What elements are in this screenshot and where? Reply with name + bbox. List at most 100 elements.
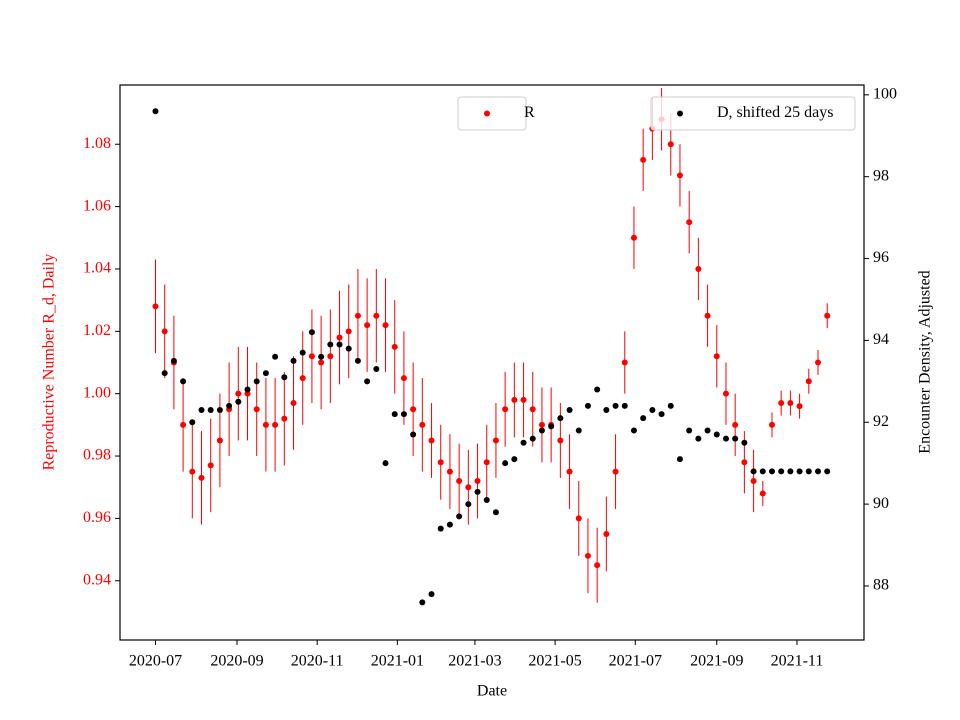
point (262, 421, 269, 428)
point (189, 419, 196, 426)
point (253, 378, 260, 385)
point (502, 460, 509, 467)
point (640, 156, 647, 163)
point (796, 468, 803, 475)
point (824, 312, 831, 319)
point (235, 390, 242, 397)
x-tick-label: 2020-11 (291, 653, 344, 670)
point (345, 328, 352, 335)
point (658, 411, 665, 418)
point (612, 402, 619, 409)
point (594, 386, 601, 393)
point (474, 488, 481, 495)
legend-box (457, 96, 527, 131)
point (511, 396, 518, 403)
point (584, 552, 591, 559)
point (382, 322, 389, 329)
x-tick-label: 2020-07 (129, 653, 182, 670)
point (520, 439, 527, 446)
y-tick-label: 1.08 (83, 135, 111, 152)
legend-marker (484, 110, 490, 117)
point (446, 521, 453, 528)
point (327, 353, 334, 360)
point (511, 456, 518, 463)
point (465, 501, 472, 508)
point (474, 477, 481, 484)
point (198, 406, 205, 413)
point (272, 353, 279, 360)
point (327, 341, 334, 348)
legend-marker (677, 110, 683, 117)
point (722, 435, 729, 442)
x-axis-label: Date (477, 683, 507, 700)
x-tick-label: 2021-09 (690, 653, 743, 670)
point (566, 406, 573, 413)
point (281, 415, 288, 422)
point (290, 400, 297, 407)
point (768, 421, 775, 428)
legend-label: R (524, 104, 535, 121)
y2-tick-label: 94 (873, 331, 889, 348)
point (170, 357, 177, 364)
y2-tick-label: 98 (873, 167, 889, 184)
point (364, 322, 371, 329)
point (373, 312, 380, 319)
point (354, 312, 361, 319)
point (446, 468, 453, 475)
y-tick-label: 1.00 (83, 384, 111, 401)
y2-tick-label: 88 (873, 577, 889, 594)
point (198, 474, 205, 481)
point (244, 386, 251, 393)
point (584, 402, 591, 409)
y-tick-label: 1.04 (83, 260, 111, 277)
point (621, 359, 628, 366)
point (529, 435, 536, 442)
point (594, 562, 601, 569)
point (391, 411, 398, 418)
point (759, 468, 766, 475)
point (750, 477, 757, 484)
point (805, 378, 812, 385)
point (253, 406, 260, 413)
point (354, 357, 361, 364)
point (180, 378, 187, 385)
y-tick-label: 1.06 (83, 197, 111, 214)
point (778, 400, 785, 407)
point (290, 357, 297, 364)
point (502, 406, 509, 413)
point (787, 468, 794, 475)
point (483, 497, 490, 504)
x-tick-label: 2021-05 (528, 653, 581, 670)
plot-frame (119, 84, 865, 641)
point (492, 437, 499, 444)
point (548, 423, 555, 430)
point (538, 421, 545, 428)
x-tick-label: 2021-03 (448, 653, 501, 670)
point (649, 406, 656, 413)
point (621, 402, 628, 409)
point (207, 462, 214, 469)
point (566, 468, 573, 475)
point (437, 525, 444, 532)
y2-axis-label: Encounter Density, Adjusted (917, 270, 934, 453)
point (538, 427, 545, 434)
y2-tick-label: 92 (873, 413, 889, 430)
point (695, 435, 702, 442)
point (180, 421, 187, 428)
point (713, 353, 720, 360)
y2-tick-label: 100 (873, 85, 897, 102)
point (299, 375, 306, 382)
point (520, 396, 527, 403)
point (722, 390, 729, 397)
point (612, 468, 619, 475)
point (281, 374, 288, 381)
point (437, 459, 444, 466)
point (262, 370, 269, 377)
point (695, 265, 702, 272)
point (686, 219, 693, 226)
point (814, 359, 821, 366)
point (704, 312, 711, 319)
y-tick-label: 0.94 (83, 571, 111, 588)
point (410, 406, 417, 413)
point (336, 334, 343, 341)
